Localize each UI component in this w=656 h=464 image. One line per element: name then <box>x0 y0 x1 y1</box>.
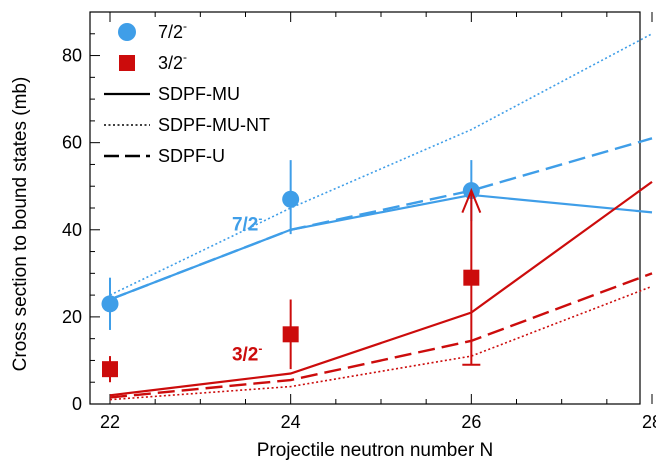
legend-marker-circle <box>118 23 136 41</box>
legend-label: SDPF-MU <box>158 84 240 104</box>
data-point-circle <box>101 295 119 313</box>
x-tick-label: 24 <box>281 412 301 432</box>
legend-item: SDPF-MU-NT <box>104 115 270 135</box>
data-point-circle <box>282 190 300 208</box>
plot-frame-layer: 22 24 26 28 0 20 40 60 80 <box>62 11 656 432</box>
model-lines-layer <box>109 33 653 401</box>
upper-limit-arrow <box>461 187 482 213</box>
y-tick-label: 0 <box>72 394 82 414</box>
series-annotation: 7/2- <box>232 212 262 236</box>
data-point-square <box>282 326 299 343</box>
series-line-sdpf-u <box>109 272 653 399</box>
annotations-layer: 7/2- 3/2- <box>232 212 262 366</box>
legend-label: 3/2- <box>158 50 187 73</box>
series-line-sdpf-mu-nt <box>109 285 653 401</box>
series-line-sdpf-mu <box>109 180 653 397</box>
y-tick-label: 80 <box>62 46 82 66</box>
x-axis-label: Projectile neutron number N <box>257 440 494 461</box>
series-annotation: 3/2- <box>232 341 262 365</box>
y-tick-label: 40 <box>62 220 82 240</box>
x-tick-label: 26 <box>461 412 481 432</box>
x-tick-label: 22 <box>100 412 120 432</box>
data-point-square <box>463 269 480 286</box>
legend-item: 3/2- <box>119 50 187 73</box>
legend-label: SDPF-MU-NT <box>158 115 270 135</box>
data-point-square <box>102 361 118 378</box>
legend: 7/2- 3/2- SDPF-MU SDPF-MU-NT SDPF-U <box>104 19 270 166</box>
data-points-layer <box>101 160 482 383</box>
legend-label: SDPF-U <box>158 146 225 166</box>
series-line-sdpf-mu <box>109 193 653 301</box>
y-tick-label: 60 <box>62 133 82 153</box>
legend-item: 7/2- <box>118 19 187 42</box>
series-line-sdpf-u <box>109 137 653 301</box>
legend-item: SDPF-U <box>104 146 225 166</box>
legend-label: 7/2- <box>158 19 187 42</box>
y-tick-label: 20 <box>62 307 82 327</box>
y-axis-label: Cross section to bound states (mb) <box>10 77 31 372</box>
x-tick-label: 28 <box>642 412 656 432</box>
series-line-sdpf-mu-nt <box>109 33 653 296</box>
legend-marker-square <box>119 55 135 71</box>
legend-item: SDPF-MU <box>104 84 240 104</box>
